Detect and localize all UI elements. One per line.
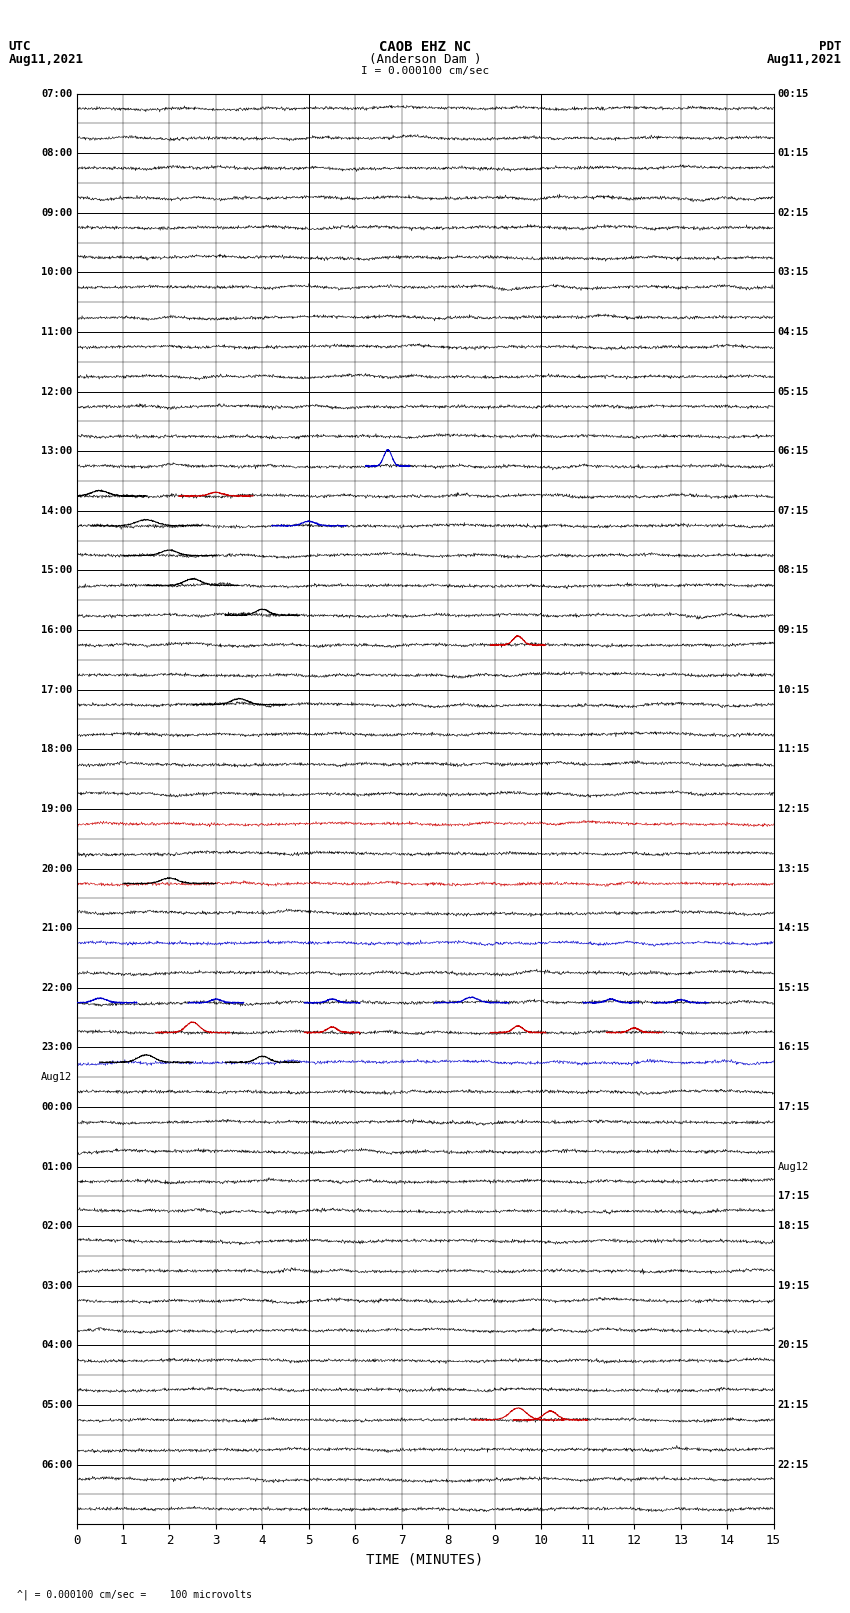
Text: 12:00: 12:00 — [41, 387, 72, 397]
Text: 20:00: 20:00 — [41, 863, 72, 874]
Text: 14:00: 14:00 — [41, 506, 72, 516]
Text: 17:15: 17:15 — [778, 1192, 809, 1202]
Text: Aug11,2021: Aug11,2021 — [767, 53, 842, 66]
Text: 16:00: 16:00 — [41, 626, 72, 636]
Text: 20:15: 20:15 — [778, 1340, 809, 1350]
Text: (Anderson Dam ): (Anderson Dam ) — [369, 53, 481, 66]
Text: 13:00: 13:00 — [41, 447, 72, 456]
Text: 05:00: 05:00 — [41, 1400, 72, 1410]
Text: 22:00: 22:00 — [41, 982, 72, 992]
Text: 11:00: 11:00 — [41, 327, 72, 337]
Text: 00:00: 00:00 — [41, 1102, 72, 1111]
Text: 18:00: 18:00 — [41, 744, 72, 755]
Text: 14:15: 14:15 — [778, 923, 809, 934]
Text: 06:15: 06:15 — [778, 447, 809, 456]
Text: 07:15: 07:15 — [778, 506, 809, 516]
Text: UTC: UTC — [8, 40, 31, 53]
Text: 15:00: 15:00 — [41, 566, 72, 576]
Text: 03:15: 03:15 — [778, 268, 809, 277]
Text: 08:15: 08:15 — [778, 566, 809, 576]
Text: 12:15: 12:15 — [778, 803, 809, 815]
Text: 13:15: 13:15 — [778, 863, 809, 874]
Text: 10:00: 10:00 — [41, 268, 72, 277]
Text: 02:15: 02:15 — [778, 208, 809, 218]
Text: 07:00: 07:00 — [41, 89, 72, 98]
Text: 15:15: 15:15 — [778, 982, 809, 992]
Text: 17:00: 17:00 — [41, 684, 72, 695]
Text: 19:00: 19:00 — [41, 803, 72, 815]
Text: 03:00: 03:00 — [41, 1281, 72, 1290]
Text: 00:15: 00:15 — [778, 89, 809, 98]
Text: 01:15: 01:15 — [778, 148, 809, 158]
Text: 01:00: 01:00 — [41, 1161, 72, 1171]
Text: Aug12: Aug12 — [778, 1161, 809, 1171]
Text: 04:00: 04:00 — [41, 1340, 72, 1350]
Text: 19:15: 19:15 — [778, 1281, 809, 1290]
Text: I = 0.000100 cm/sec: I = 0.000100 cm/sec — [361, 66, 489, 76]
Text: 21:15: 21:15 — [778, 1400, 809, 1410]
Text: 17:15: 17:15 — [778, 1102, 809, 1111]
Text: 05:15: 05:15 — [778, 387, 809, 397]
Text: 09:00: 09:00 — [41, 208, 72, 218]
Text: 06:00: 06:00 — [41, 1460, 72, 1469]
Text: 09:15: 09:15 — [778, 626, 809, 636]
Text: 11:15: 11:15 — [778, 744, 809, 755]
Text: 18:15: 18:15 — [778, 1221, 809, 1231]
Text: Aug12: Aug12 — [41, 1073, 72, 1082]
Text: PDT: PDT — [819, 40, 842, 53]
Text: 21:00: 21:00 — [41, 923, 72, 934]
Text: Aug11,2021: Aug11,2021 — [8, 53, 83, 66]
Text: ^| = 0.000100 cm/sec =    100 microvolts: ^| = 0.000100 cm/sec = 100 microvolts — [17, 1589, 252, 1600]
Text: 22:15: 22:15 — [778, 1460, 809, 1469]
Text: 16:15: 16:15 — [778, 1042, 809, 1052]
Text: 04:15: 04:15 — [778, 327, 809, 337]
Text: CAOB EHZ NC: CAOB EHZ NC — [379, 40, 471, 55]
Text: 10:15: 10:15 — [778, 684, 809, 695]
Text: 23:00: 23:00 — [41, 1042, 72, 1052]
X-axis label: TIME (MINUTES): TIME (MINUTES) — [366, 1553, 484, 1566]
Text: 08:00: 08:00 — [41, 148, 72, 158]
Text: 02:00: 02:00 — [41, 1221, 72, 1231]
